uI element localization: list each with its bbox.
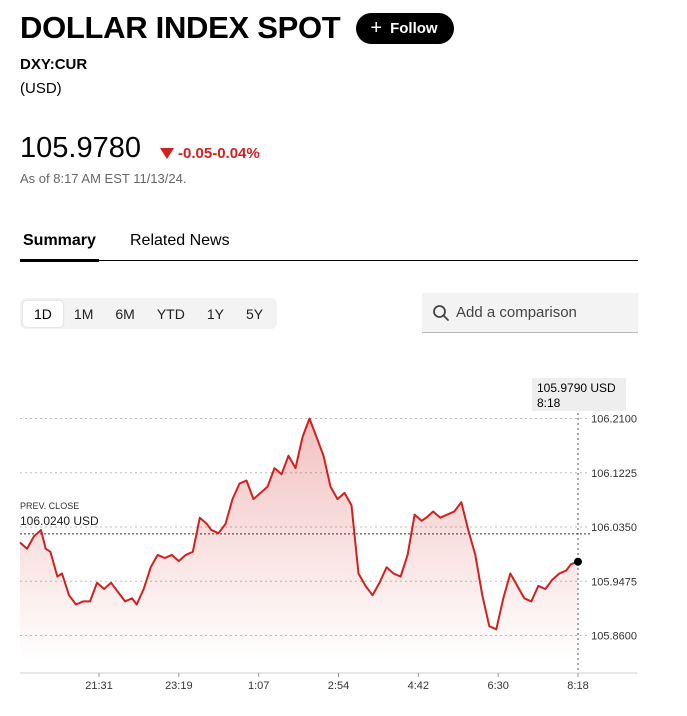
tab-summary[interactable]: Summary <box>20 232 99 262</box>
y-tick-label: 106.2100 <box>591 414 637 426</box>
prev-close-label: PREV. CLOSE <box>20 501 79 511</box>
plus-icon: + <box>370 17 383 39</box>
y-tick-label: 106.0350 <box>591 522 637 534</box>
currency-label: (USD) <box>20 80 62 97</box>
last-value-label: 105.9790 USD <box>537 381 616 395</box>
range-6m[interactable]: 6M <box>115 305 135 322</box>
range-1d[interactable]: 1D <box>23 300 63 327</box>
page-title: DOLLAR INDEX SPOT <box>20 10 341 45</box>
last-point-marker <box>574 557 582 566</box>
tab-related-news[interactable]: Related News <box>130 232 230 249</box>
range-ytd[interactable]: YTD <box>156 305 185 322</box>
title-row: DOLLAR INDEX SPOT + Follow <box>20 10 454 46</box>
add-comparison-placeholder: Add a comparison <box>456 304 577 321</box>
change-value: -0.05 <box>178 145 213 162</box>
x-tick-label: 21:31 <box>85 680 113 692</box>
last-value-tooltip <box>532 378 626 411</box>
follow-button[interactable]: + Follow <box>356 12 454 44</box>
tab-bar: Summary Related News <box>20 228 638 262</box>
prev-close-value: 106.0240 USD <box>20 514 99 528</box>
follow-label: Follow <box>390 19 438 37</box>
search-icon <box>433 304 449 321</box>
x-tick-label: 1:07 <box>248 680 269 692</box>
add-comparison-input[interactable]: Add a comparison <box>422 293 638 333</box>
y-tick-label: 106.1225 <box>591 468 637 480</box>
as-of-timestamp: As of 8:17 AM EST 11/13/24. <box>20 171 187 186</box>
range-5y[interactable]: 5Y <box>245 305 264 322</box>
price-change: -0.05 -0.04% <box>160 145 260 162</box>
x-tick-label: 8:18 <box>567 680 588 692</box>
x-tick-label: 4:42 <box>408 680 429 692</box>
y-tick-label: 105.8600 <box>591 631 637 643</box>
x-tick-label: 6:30 <box>487 680 508 692</box>
last-time-label: 8:18 <box>537 396 561 410</box>
x-tick-label: 23:19 <box>165 680 193 692</box>
price-chart[interactable]: 106.2100 106.1225 106.0350 105.9475 105.8600… <box>0 340 687 716</box>
y-tick-label: 105.9475 <box>591 576 637 588</box>
x-tick-label: 2:54 <box>328 680 349 692</box>
last-price: 105.9780 <box>20 132 141 164</box>
price-area <box>20 418 578 661</box>
down-arrow-icon <box>160 148 174 159</box>
range-1y[interactable]: 1Y <box>206 305 224 322</box>
range-selector: 1D 1M 6M YTD 1Y 5Y <box>20 298 278 329</box>
change-percent: -0.04% <box>212 145 260 162</box>
ticker-symbol: DXY:CUR <box>20 56 88 73</box>
range-1m[interactable]: 1M <box>73 305 94 322</box>
price-line <box>19 417 579 631</box>
